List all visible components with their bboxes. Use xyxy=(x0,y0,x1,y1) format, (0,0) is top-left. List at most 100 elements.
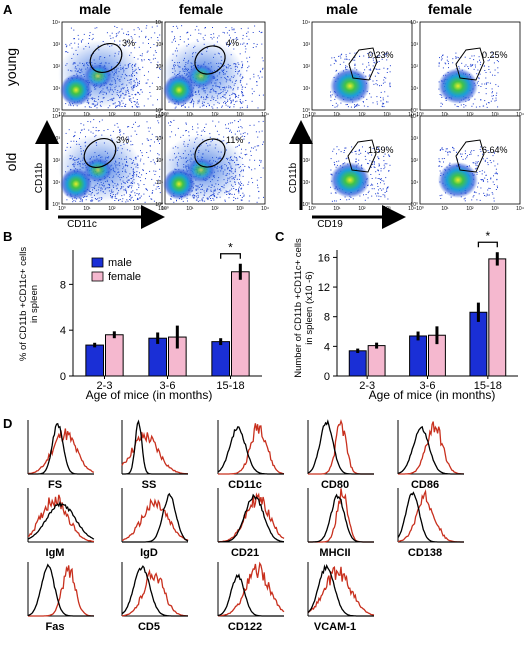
event-dot xyxy=(253,43,255,45)
event-dot xyxy=(126,33,127,35)
hist-curve-red xyxy=(121,498,189,542)
legend-label-male: male xyxy=(108,257,132,269)
event-dot xyxy=(130,98,132,100)
event-dot xyxy=(138,125,140,127)
event-dot xyxy=(474,98,476,100)
event-dot xyxy=(463,104,465,105)
event-dot xyxy=(65,46,67,48)
hist-curve-red xyxy=(28,565,95,617)
event-dot xyxy=(374,167,376,168)
hist-marker-label: CD11c xyxy=(228,479,262,491)
event-dot xyxy=(101,119,103,121)
event-dot xyxy=(368,69,370,71)
x-tick-label: 10³ xyxy=(236,206,244,212)
event-dot xyxy=(491,92,493,94)
event-dot xyxy=(212,27,213,28)
event-dot xyxy=(159,143,160,144)
x-tick-label: 15-18 xyxy=(474,380,502,392)
event-dot xyxy=(240,199,242,201)
event-dot xyxy=(333,63,335,65)
event-dot xyxy=(358,153,360,155)
event-dot xyxy=(352,198,354,200)
bar xyxy=(231,271,250,377)
event-dot xyxy=(116,27,118,28)
event-dot xyxy=(188,131,190,133)
event-dot xyxy=(147,50,149,52)
hist-curve-red xyxy=(307,565,375,616)
event-dot xyxy=(369,93,371,95)
event-dot xyxy=(248,167,250,169)
event-dot xyxy=(83,128,85,130)
gate-percent: 6.64% xyxy=(482,145,508,155)
x-tick-label: 10⁴ xyxy=(516,206,524,212)
event-dot xyxy=(491,192,493,194)
event-dot xyxy=(376,56,378,58)
event-dot xyxy=(142,66,144,68)
event-dot xyxy=(492,181,494,183)
event-dot xyxy=(225,104,227,106)
event-dot xyxy=(120,130,122,132)
event-dot xyxy=(481,83,483,85)
row-label-young: young xyxy=(3,48,19,86)
event-dot xyxy=(336,161,338,163)
event-dot xyxy=(486,106,488,108)
hist-curve-red xyxy=(121,432,188,475)
event-dot xyxy=(239,99,241,101)
event-dot xyxy=(442,55,444,56)
event-dot xyxy=(480,187,482,189)
event-dot xyxy=(484,195,485,196)
event-dot xyxy=(257,187,259,189)
event-dot xyxy=(134,194,136,196)
event-dot xyxy=(364,199,366,201)
event-dot xyxy=(154,141,155,143)
event-dot xyxy=(131,41,133,43)
event-dot xyxy=(484,159,486,161)
event-dot xyxy=(378,150,380,152)
y-tick-label: 10¹ xyxy=(411,86,419,92)
hist-curve-red xyxy=(397,489,464,543)
event-dot xyxy=(147,156,149,158)
x-tick-label: 10⁰ xyxy=(161,112,169,118)
event-dot xyxy=(439,57,440,59)
y-tick-label: 10¹ xyxy=(411,180,419,186)
gate-ellipse xyxy=(89,42,123,74)
event-dot xyxy=(476,199,478,201)
event-dot xyxy=(256,201,258,203)
event-dot xyxy=(477,186,479,188)
event-dot xyxy=(343,152,345,153)
event-dot xyxy=(196,131,198,133)
event-dot xyxy=(370,68,371,70)
event-dot xyxy=(255,149,257,151)
event-dot xyxy=(243,194,245,196)
event-dot xyxy=(254,159,256,161)
event-dot xyxy=(224,199,226,201)
event-dot xyxy=(375,193,377,195)
event-dot xyxy=(138,193,140,195)
event-dot xyxy=(82,39,84,41)
event-dot xyxy=(238,190,239,192)
event-dot xyxy=(382,102,384,104)
event-dot xyxy=(487,162,489,164)
event-dot xyxy=(138,184,140,186)
event-dot xyxy=(176,199,177,201)
event-dot xyxy=(143,74,145,76)
x-tick-label: 10¹ xyxy=(441,112,449,118)
event-dot xyxy=(497,85,499,87)
event-dot xyxy=(497,149,499,151)
hist-marker-label: CD21 xyxy=(231,547,259,559)
event-dot xyxy=(116,123,118,125)
event-dot xyxy=(476,173,478,175)
x-tick-label: 10³ xyxy=(133,206,141,212)
event-dot xyxy=(137,126,139,128)
event-dot xyxy=(441,194,443,196)
event-dot xyxy=(484,100,486,102)
event-dot xyxy=(139,197,141,199)
event-dot xyxy=(478,92,480,94)
event-dot xyxy=(370,174,372,175)
event-dot xyxy=(364,155,366,157)
x-tick-label: 10¹ xyxy=(83,112,91,118)
event-dot xyxy=(129,194,131,196)
event-dot xyxy=(248,200,250,202)
event-dot xyxy=(363,101,364,103)
event-dot xyxy=(129,196,131,198)
